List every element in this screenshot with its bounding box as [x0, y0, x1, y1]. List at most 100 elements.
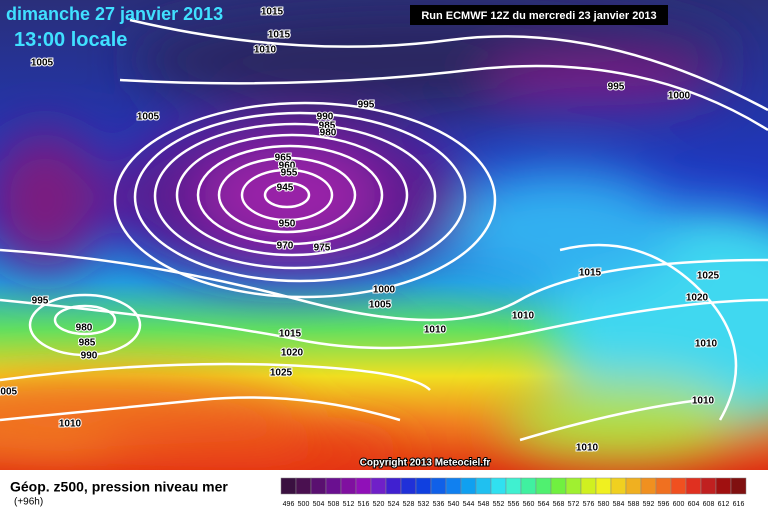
scale-label: 516 — [358, 501, 370, 508]
scale-label: 580 — [598, 501, 610, 508]
isobar-label: 975 — [314, 243, 331, 254]
scale-label: 520 — [373, 501, 385, 508]
scale-cell — [640, 477, 657, 495]
isobar-label: 1010 — [692, 396, 715, 407]
scale-label: 556 — [508, 501, 520, 508]
isobar-label: 1010 — [512, 311, 535, 322]
scale-label: 536 — [433, 501, 445, 508]
isobar-label: 1025 — [697, 271, 720, 282]
isobar-label: 1005 — [0, 387, 18, 398]
isobar-label: 1005 — [31, 58, 54, 69]
isobar-label: 1005 — [137, 112, 160, 123]
scale-label: 500 — [298, 501, 310, 508]
isobar-label: 1020 — [281, 348, 304, 359]
scale-cell — [520, 477, 537, 495]
scale-cell — [400, 477, 417, 495]
scale-cell — [535, 477, 552, 495]
scale-label: 568 — [553, 501, 565, 508]
isobar-label: 1025 — [270, 368, 293, 379]
isobar-label: 965 — [275, 153, 292, 164]
scale-label: 584 — [613, 501, 625, 508]
isobar-label: 1015 — [268, 30, 291, 41]
date: dimanche 27 janvier 2013 — [6, 4, 223, 24]
scale-label: 600 — [673, 501, 685, 508]
scale-cell — [355, 477, 372, 495]
isobar-labels: 1015101510101005100599599098598096596095… — [0, 6, 721, 455]
scale-cell — [490, 477, 507, 495]
isobar-label: 960 — [279, 161, 296, 172]
run-info: Run ECMWF 12Z du mercredi 23 janvier 201… — [421, 10, 656, 22]
isobar-label: 1015 — [279, 329, 302, 340]
scale-cell — [310, 477, 327, 495]
scale-cell — [730, 477, 747, 495]
isobar-label: 1010 — [576, 443, 599, 454]
isobar-label: 970 — [277, 241, 294, 252]
copyright: Copyright 2013 Meteociel.fr — [360, 458, 491, 469]
scale-label: 560 — [523, 501, 535, 508]
isobar-label: 980 — [320, 128, 337, 139]
scale-cell — [670, 477, 687, 495]
scale-cell — [700, 477, 717, 495]
isobar-label: 1000 — [373, 285, 396, 296]
scale-cell — [325, 477, 342, 495]
scale-cell — [505, 477, 522, 495]
scale-cell — [280, 477, 297, 495]
isobar-label: 995 — [358, 100, 375, 111]
scale-cell — [595, 477, 612, 495]
scale-cell — [475, 477, 492, 495]
scale-cell — [460, 477, 477, 495]
scale-label: 548 — [478, 501, 490, 508]
scale-label: 604 — [688, 501, 700, 508]
isobar-label: 1015 — [261, 7, 284, 18]
scale-cell — [580, 477, 597, 495]
color-scale: 496 500 504 508 512 516 520 524 528 532 536 540 544 5… — [280, 477, 747, 508]
isobar-label: 1010 — [424, 325, 447, 336]
scale-cell — [430, 477, 447, 495]
scale-cell — [655, 477, 672, 495]
scale-cell — [715, 477, 732, 495]
scale-cell — [295, 477, 312, 495]
scale-label: 616 — [733, 501, 745, 508]
scale-cell — [685, 477, 702, 495]
scale-label: 524 — [388, 501, 400, 508]
scale-label: 564 — [538, 501, 550, 508]
isobar-label: 955 — [281, 168, 298, 179]
isobar-label: 985 — [79, 338, 96, 349]
scale-label: 576 — [583, 501, 595, 508]
scale-label: 508 — [328, 501, 340, 508]
scale-label: 572 — [568, 501, 580, 508]
isobar-label: 995 — [32, 296, 49, 307]
scale-label: 540 — [448, 501, 460, 508]
scale-label: 512 — [343, 501, 355, 508]
scale-label: 532 — [418, 501, 430, 508]
scale-cell — [565, 477, 582, 495]
isobar-label: 1010 — [59, 419, 82, 430]
isobar-label: 980 — [76, 323, 93, 334]
scale-cell — [610, 477, 627, 495]
scale-label: 528 — [403, 501, 415, 508]
scale-label: 552 — [493, 501, 505, 508]
isobar-label: 945 — [277, 183, 294, 194]
legend-title: Géop. z500, pression niveau mer — [10, 479, 228, 495]
scale-label: 596 — [658, 501, 670, 508]
isobar-label: 1005 — [369, 300, 392, 311]
scale-cell — [370, 477, 387, 495]
isobar-label: 1000 — [668, 91, 691, 102]
run-box — [410, 5, 668, 25]
scale-label: 544 — [463, 501, 475, 508]
isobar-label: 950 — [279, 219, 296, 230]
time: 13:00 locale — [14, 29, 127, 51]
scale-cell — [385, 477, 402, 495]
scale-label: 504 — [313, 501, 325, 508]
scale-label: 592 — [643, 501, 655, 508]
isobar-label: 1010 — [695, 339, 718, 350]
scale-label: 496 — [283, 501, 295, 508]
scale-label: 588 — [628, 501, 640, 508]
isobar-label: 1015 — [579, 268, 602, 279]
scale-cell — [340, 477, 357, 495]
scale-cell — [445, 477, 462, 495]
legend-lead: (+96h) — [14, 497, 43, 508]
field — [0, 0, 768, 480]
scale-cell — [550, 477, 567, 495]
